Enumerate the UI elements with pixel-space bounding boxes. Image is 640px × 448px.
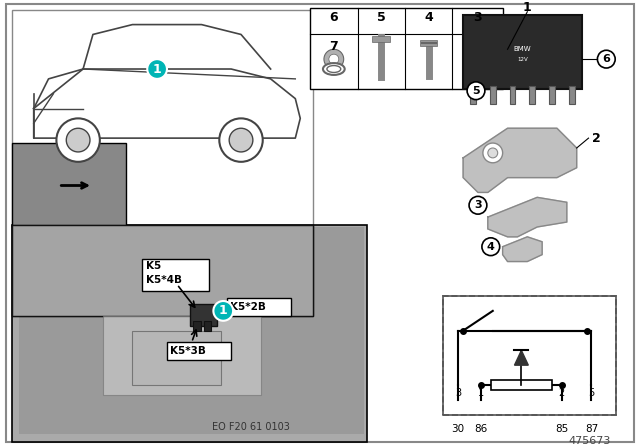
- Circle shape: [56, 118, 100, 162]
- Text: 12V: 12V: [517, 56, 528, 62]
- Text: 1: 1: [219, 304, 228, 317]
- Bar: [227, 298, 291, 316]
- Bar: [12, 143, 125, 227]
- Bar: [569, 86, 575, 103]
- Circle shape: [324, 49, 344, 69]
- Polygon shape: [515, 350, 528, 365]
- Text: 475673: 475673: [569, 436, 611, 446]
- Text: 5: 5: [472, 86, 480, 96]
- Bar: [470, 86, 476, 103]
- Text: 6: 6: [330, 11, 338, 24]
- Bar: [204, 321, 211, 331]
- Text: EO F20 61 0103: EO F20 61 0103: [212, 422, 290, 432]
- Text: 2: 2: [592, 132, 601, 145]
- Text: K5*4B: K5*4B: [147, 275, 182, 285]
- Text: 3: 3: [474, 11, 483, 24]
- Ellipse shape: [327, 65, 340, 73]
- Bar: [193, 321, 200, 331]
- Circle shape: [147, 59, 167, 79]
- Text: 7: 7: [330, 40, 338, 53]
- Text: 3: 3: [455, 388, 461, 398]
- Bar: [509, 86, 515, 103]
- Text: 3: 3: [474, 200, 482, 210]
- Circle shape: [213, 301, 233, 321]
- Circle shape: [597, 50, 615, 68]
- Circle shape: [469, 196, 487, 214]
- Bar: [12, 225, 367, 442]
- Polygon shape: [502, 237, 542, 262]
- Text: 85: 85: [556, 424, 568, 435]
- Circle shape: [467, 82, 485, 99]
- Bar: [420, 40, 438, 46]
- Bar: [372, 36, 390, 43]
- Circle shape: [488, 148, 498, 158]
- Bar: [491, 380, 552, 390]
- Text: BMW: BMW: [513, 46, 531, 52]
- Bar: [167, 342, 231, 360]
- Text: 2: 2: [559, 388, 565, 398]
- Bar: [490, 86, 496, 103]
- Bar: [444, 296, 616, 414]
- Text: 4: 4: [487, 242, 495, 252]
- Text: 87: 87: [585, 424, 598, 435]
- Text: K5: K5: [147, 262, 161, 271]
- Ellipse shape: [323, 63, 345, 75]
- Circle shape: [220, 118, 263, 162]
- Bar: [310, 8, 502, 89]
- Text: 5: 5: [588, 388, 595, 398]
- Bar: [189, 304, 218, 326]
- Text: 1: 1: [478, 388, 484, 398]
- Bar: [470, 74, 486, 79]
- Circle shape: [67, 128, 90, 152]
- Bar: [19, 227, 364, 434]
- Text: K5*3B: K5*3B: [170, 346, 206, 356]
- Bar: [463, 15, 582, 89]
- Circle shape: [483, 143, 502, 163]
- Bar: [12, 10, 313, 227]
- Text: 1: 1: [523, 1, 532, 14]
- Text: 6: 6: [602, 54, 610, 64]
- Bar: [12, 225, 313, 316]
- Bar: [132, 331, 221, 385]
- Polygon shape: [463, 128, 577, 192]
- Bar: [549, 86, 555, 103]
- Text: 1: 1: [153, 63, 161, 76]
- Circle shape: [329, 54, 339, 64]
- Bar: [142, 258, 209, 291]
- Bar: [12, 225, 313, 316]
- Text: 4: 4: [424, 11, 433, 24]
- Polygon shape: [488, 198, 567, 237]
- Circle shape: [482, 238, 500, 256]
- Bar: [529, 86, 535, 103]
- Text: 30: 30: [452, 424, 465, 435]
- Circle shape: [229, 128, 253, 152]
- Bar: [444, 296, 616, 414]
- Text: 5: 5: [377, 11, 385, 24]
- Text: K5*2B: K5*2B: [230, 302, 266, 312]
- Bar: [103, 316, 260, 395]
- Text: 86: 86: [474, 424, 488, 435]
